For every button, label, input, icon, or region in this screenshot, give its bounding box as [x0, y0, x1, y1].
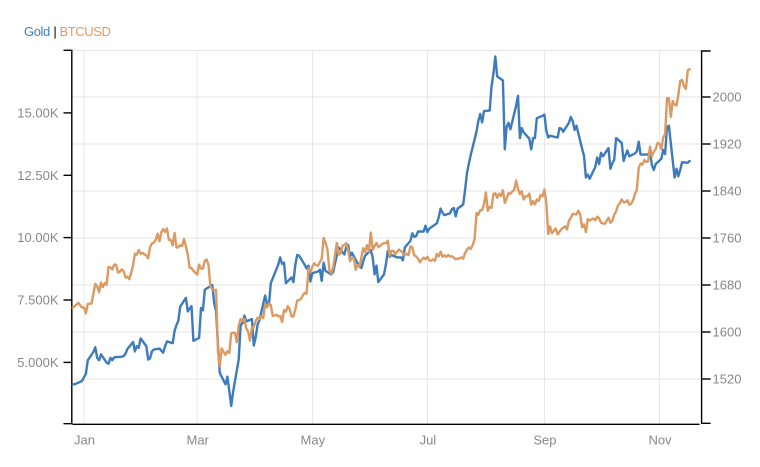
svg-text:Sep: Sep — [533, 432, 556, 447]
svg-text:1520: 1520 — [713, 372, 742, 387]
svg-text:1680: 1680 — [713, 278, 742, 293]
svg-text:May: May — [301, 432, 326, 447]
svg-text:1840: 1840 — [713, 184, 742, 199]
svg-text:15.00K: 15.00K — [17, 106, 59, 121]
svg-text:Jan: Jan — [74, 432, 95, 447]
svg-text:2000: 2000 — [713, 90, 742, 105]
svg-text:1760: 1760 — [713, 231, 742, 246]
svg-text:12.50K: 12.50K — [17, 168, 59, 183]
svg-text:|: | — [53, 24, 56, 39]
svg-text:Gold: Gold — [24, 24, 50, 39]
svg-text:10.00K: 10.00K — [17, 230, 59, 245]
svg-text:1600: 1600 — [713, 325, 742, 340]
svg-text:1920: 1920 — [713, 137, 742, 152]
svg-text:BTCUSD: BTCUSD — [60, 24, 111, 39]
svg-text:Nov: Nov — [648, 432, 672, 447]
svg-text:Mar: Mar — [187, 432, 210, 447]
svg-text:Jul: Jul — [420, 432, 437, 447]
svg-text:7.500K: 7.500K — [17, 293, 59, 308]
svg-text:5.000K: 5.000K — [17, 355, 59, 370]
